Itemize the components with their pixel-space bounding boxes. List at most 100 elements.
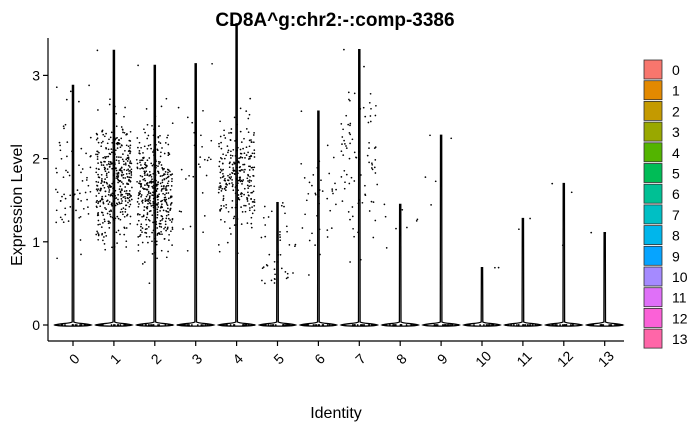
data-point	[103, 180, 106, 183]
data-point	[485, 324, 488, 326]
data-point	[230, 233, 232, 235]
data-point	[125, 133, 127, 136]
y-tick-label: 3	[32, 67, 40, 83]
violin-0	[53, 84, 93, 327]
data-point	[130, 174, 133, 176]
data-point	[104, 170, 107, 173]
data-point	[143, 163, 146, 166]
legend-label-10: 10	[672, 269, 688, 285]
data-point	[155, 240, 158, 243]
data-point	[224, 137, 227, 139]
data-point	[220, 207, 223, 210]
data-point	[129, 193, 131, 196]
violin-group-0	[53, 84, 93, 327]
data-point	[168, 233, 170, 236]
data-point	[368, 147, 370, 149]
data-point	[243, 204, 245, 207]
data-point	[165, 187, 167, 190]
data-point	[353, 235, 355, 238]
data-point	[231, 163, 234, 166]
data-point	[219, 120, 221, 123]
data-point	[353, 180, 356, 182]
data-point	[127, 183, 130, 185]
data-point	[177, 106, 180, 109]
data-point	[192, 175, 195, 178]
data-point	[360, 174, 362, 176]
data-point	[97, 234, 100, 237]
data-point	[160, 190, 163, 192]
data-point	[281, 202, 284, 204]
data-point	[301, 227, 304, 229]
data-point	[227, 179, 230, 182]
data-point	[491, 324, 494, 326]
data-point	[119, 233, 121, 236]
data-point	[61, 218, 63, 221]
data-point	[208, 324, 210, 326]
data-point	[163, 227, 165, 230]
data-point	[353, 324, 356, 326]
legend-label-12: 12	[672, 310, 688, 326]
data-point	[142, 152, 144, 154]
legend-label-13: 13	[672, 331, 688, 347]
data-point	[413, 324, 416, 326]
data-point	[230, 157, 232, 159]
data-point	[170, 195, 173, 198]
data-point	[119, 211, 122, 213]
data-point	[240, 141, 243, 143]
data-point	[153, 205, 156, 207]
data-point	[120, 156, 122, 159]
data-point	[158, 232, 161, 235]
data-point	[406, 226, 408, 229]
data-point	[156, 149, 159, 152]
data-point	[262, 216, 265, 219]
data-point	[125, 204, 128, 207]
data-point	[161, 219, 163, 221]
data-point	[95, 180, 98, 183]
data-point	[107, 193, 110, 196]
data-point	[165, 210, 167, 212]
data-point	[528, 324, 530, 326]
data-point	[617, 324, 620, 326]
data-point	[114, 217, 117, 220]
data-point	[110, 148, 113, 150]
data-point	[580, 324, 582, 326]
data-point	[165, 97, 168, 100]
data-point	[141, 175, 144, 178]
data-point	[84, 324, 87, 326]
data-point	[77, 198, 79, 200]
data-point	[97, 176, 100, 178]
data-point	[95, 153, 97, 156]
data-point	[100, 211, 103, 214]
data-point	[159, 175, 162, 177]
data-point	[159, 161, 161, 163]
data-point	[208, 156, 210, 159]
data-point	[125, 192, 127, 195]
data-point	[341, 324, 343, 326]
data-point	[143, 128, 145, 131]
data-point	[294, 243, 297, 246]
data-point	[123, 190, 126, 193]
data-point	[63, 193, 65, 196]
data-point	[104, 207, 106, 209]
data-point	[225, 203, 228, 206]
data-point	[148, 197, 151, 200]
data-point	[200, 134, 202, 137]
data-point	[180, 168, 183, 171]
data-point	[262, 266, 265, 268]
data-point	[100, 324, 103, 326]
data-point	[570, 191, 573, 194]
data-point	[104, 248, 107, 251]
data-point	[105, 155, 108, 158]
y-tick-label: 2	[32, 151, 40, 167]
data-point	[65, 169, 67, 172]
data-point	[145, 235, 148, 238]
data-point	[100, 161, 102, 163]
data-point	[288, 244, 291, 246]
data-point	[250, 139, 252, 141]
data-point	[230, 150, 232, 153]
data-point	[156, 234, 159, 236]
data-point	[222, 199, 225, 201]
data-point	[117, 176, 119, 178]
data-point	[239, 130, 242, 133]
data-point	[114, 195, 117, 197]
